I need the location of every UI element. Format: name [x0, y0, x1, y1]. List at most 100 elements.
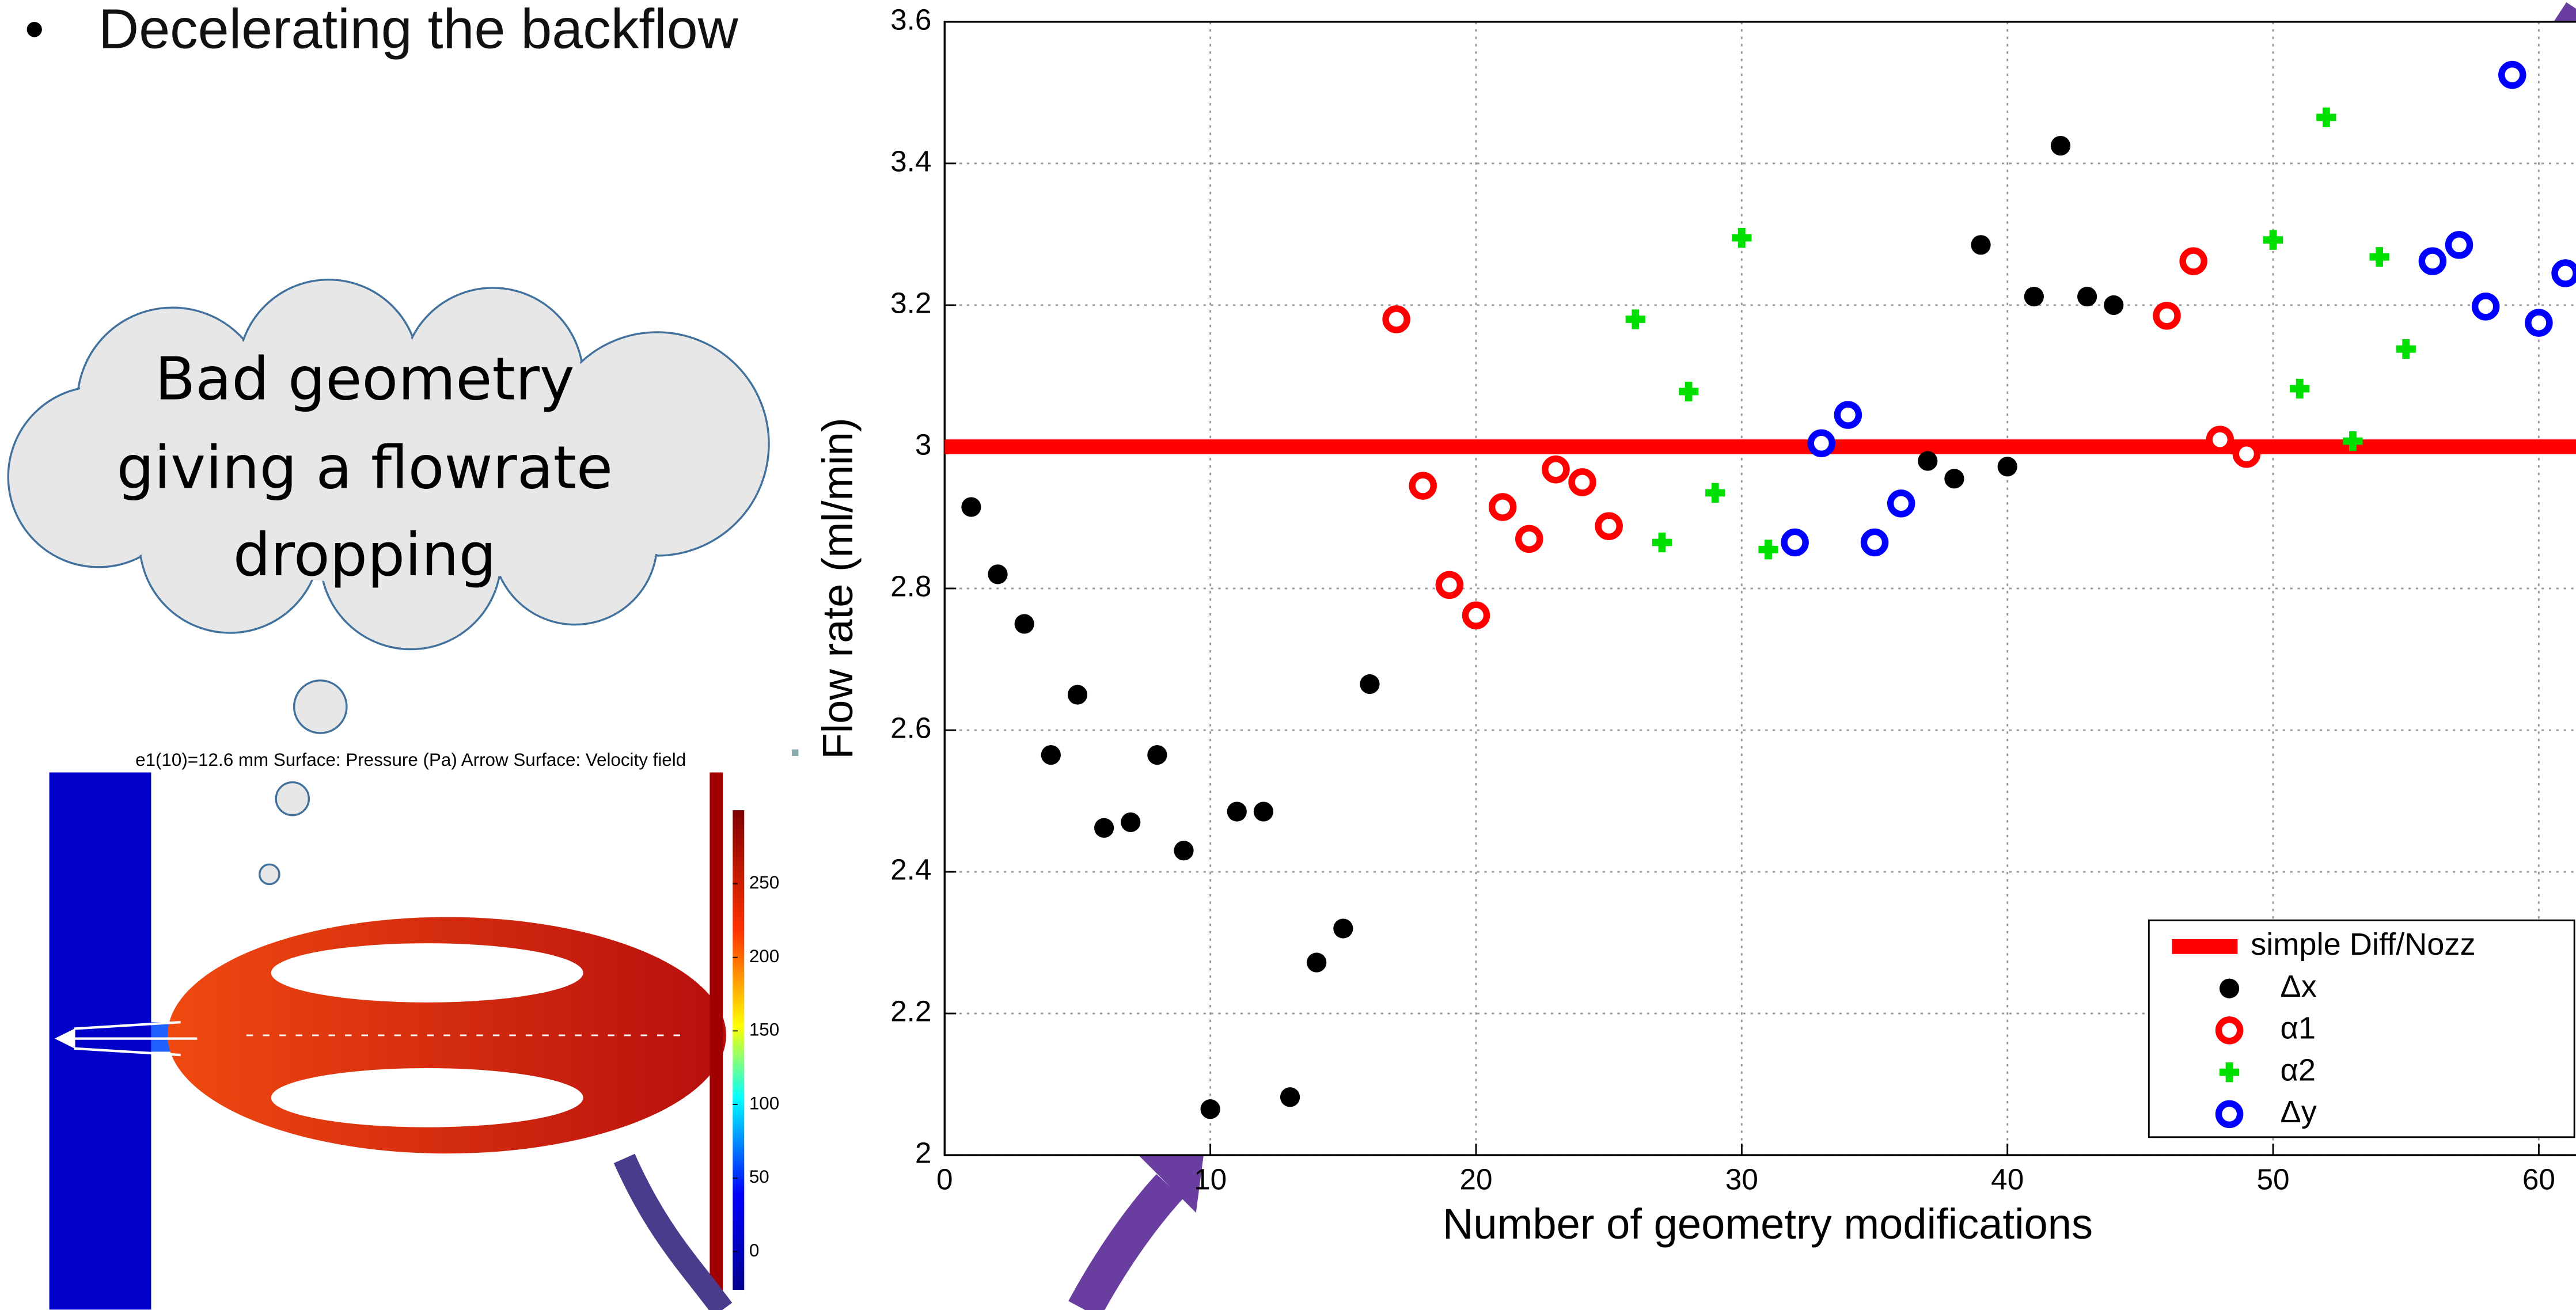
- y-tick-label: 3: [915, 428, 932, 461]
- bullet-text: Decelerating the backflow: [98, 0, 738, 60]
- x-tick-label: 40: [1991, 1163, 2024, 1195]
- y-tick-label: 2.2: [890, 995, 931, 1028]
- marker: [2077, 287, 2097, 307]
- cloud: Bad geometry giving a flowrate dropping: [7, 278, 770, 886]
- marker: [2551, 259, 2576, 287]
- y-tick-label: 3.6: [890, 3, 931, 36]
- marker: [1253, 802, 1274, 822]
- marker: [2206, 426, 2234, 454]
- marker: [1568, 468, 1596, 496]
- marker: [1971, 235, 1991, 255]
- marker: [2525, 309, 2553, 337]
- marker: [1834, 401, 1862, 429]
- marker: [1625, 309, 1645, 329]
- colorbar-label: 100: [749, 1093, 779, 1113]
- marker: [988, 564, 1008, 584]
- marker: [2316, 107, 2336, 127]
- x-tick-label: 10: [1194, 1163, 1227, 1195]
- y-tick-label: 2.4: [890, 853, 931, 886]
- marker: [1409, 472, 1437, 500]
- hole: [271, 1068, 583, 1127]
- marker: [1732, 227, 1752, 248]
- marker: [961, 497, 981, 517]
- marker: [1360, 674, 1380, 694]
- marker: [2215, 1100, 2244, 1129]
- x-tick-label: 50: [2257, 1163, 2290, 1195]
- simulation-caption: e1(10)=12.6 mm Surface: Pressure (Pa) Ar…: [135, 750, 686, 770]
- marker: [1227, 802, 1247, 822]
- marker: [1997, 457, 2017, 477]
- marker: [2369, 247, 2389, 267]
- marker: [2219, 978, 2240, 998]
- legend-label: Δx: [2281, 969, 2317, 1004]
- marker: [1705, 483, 1725, 503]
- x-tick-label: 60: [2522, 1163, 2555, 1195]
- marker: [1678, 381, 1699, 402]
- marker: [2050, 135, 2071, 156]
- marker: [1944, 469, 1964, 489]
- cloud-line: giving a flowrate: [117, 434, 613, 503]
- marker: [2290, 378, 2310, 399]
- marker: [1652, 532, 1672, 553]
- marker: [1200, 1099, 1220, 1119]
- marker: [1462, 601, 1490, 629]
- marker: [2215, 1016, 2244, 1045]
- marker: [2498, 60, 2526, 89]
- marker: [1887, 489, 1915, 518]
- y-tick-label: 2.6: [890, 712, 931, 745]
- marker: [1488, 493, 1517, 521]
- cloud-line: Bad geometry: [155, 345, 575, 414]
- axis-frame: [943, 21, 2576, 1156]
- marker: [1807, 429, 1836, 458]
- colorbar: [733, 810, 745, 1290]
- simulation: e1(10)=12.6 mm Surface: Pressure (Pa) Ar…: [49, 749, 799, 1310]
- marker: [2179, 247, 2207, 275]
- marker: [1595, 512, 1623, 540]
- marker: [2024, 287, 2044, 307]
- x-axis-label: Number of geometry modifications: [1443, 1200, 2093, 1248]
- legend-label: α1: [2281, 1011, 2316, 1046]
- y-tick-label: 2.8: [890, 570, 931, 603]
- marker: [2232, 439, 2261, 468]
- marker: [1014, 614, 1034, 634]
- marker: [2104, 295, 2124, 315]
- marker: [1781, 528, 1809, 557]
- marker: [1860, 528, 1889, 557]
- marker: [1435, 571, 1464, 599]
- colorbar-label: 250: [749, 872, 779, 893]
- marker: [2445, 231, 2473, 259]
- marker: [1280, 1087, 1300, 1107]
- outlet: [710, 772, 723, 1298]
- colorbar-label: 150: [749, 1020, 779, 1040]
- x-tick-label: 30: [1725, 1163, 1758, 1195]
- legend-label: simple Diff/Nozz: [2251, 927, 2475, 962]
- colorbar-label: 0: [749, 1240, 759, 1260]
- marker: [1121, 812, 1141, 833]
- legend-label: α2: [2281, 1053, 2316, 1087]
- marker: [1542, 455, 1570, 484]
- marker: [2396, 339, 2416, 359]
- marker: [2219, 1062, 2240, 1083]
- icon: [791, 749, 799, 756]
- marker: [2343, 431, 2363, 451]
- colorbar-label: 50: [749, 1167, 769, 1187]
- marker: [1515, 525, 1543, 553]
- colorbar-label: 200: [749, 946, 779, 966]
- y-tick-label: 3.4: [890, 145, 931, 177]
- marker: [1382, 305, 1410, 333]
- marker: [1307, 952, 1327, 973]
- marker: [1174, 841, 1194, 861]
- marker: [2471, 293, 2500, 321]
- cloud-line: dropping: [233, 521, 496, 590]
- velocity-arrows: [55, 1020, 691, 1057]
- hole: [271, 943, 583, 1003]
- y-tick-label: 3.2: [890, 286, 931, 319]
- marker: [1067, 685, 1088, 705]
- marker: [1147, 745, 1167, 765]
- chart: 0 10 20 30 40 50 60 2 2.2 2.4 2.6 2.8 3 3.2 3.4 3.6 Numb…: [814, 3, 2576, 1248]
- marker: [1041, 745, 1061, 765]
- marker: [1094, 818, 1114, 838]
- y-tick-label: 2: [915, 1137, 932, 1169]
